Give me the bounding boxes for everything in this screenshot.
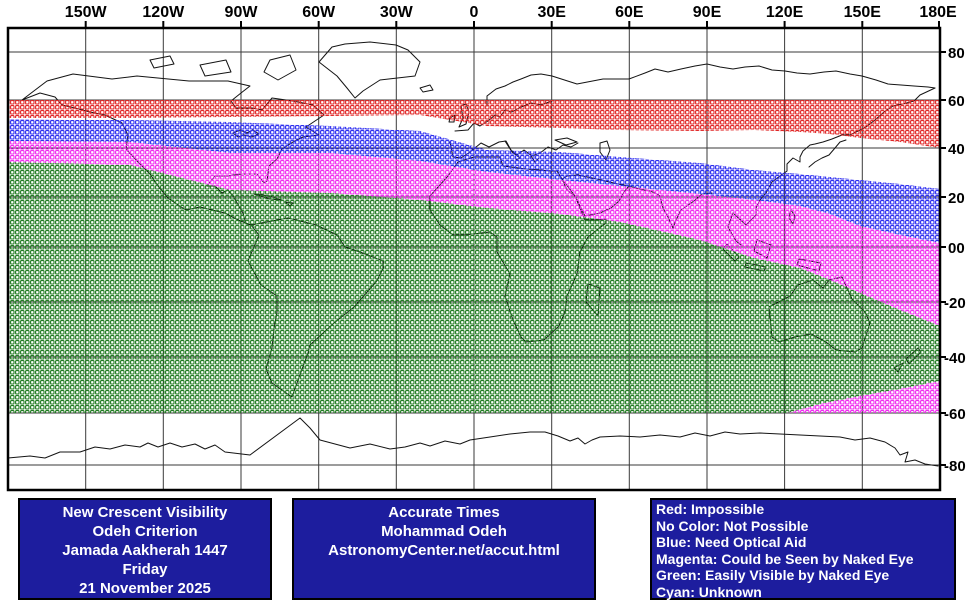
- lat-label: 60: [948, 93, 965, 110]
- credit-box: Accurate Times Mohammad Odeh AstronomyCe…: [292, 498, 596, 600]
- lon-label: 60W: [302, 4, 336, 21]
- legend-box: Red: Impossible No Color: Not Possible B…: [650, 498, 956, 600]
- legend-line-green: Green: Easily Visible by Naked Eye: [656, 567, 890, 583]
- lat-label: 80: [948, 45, 965, 62]
- lat-label: -60: [944, 406, 966, 423]
- credit-line: Accurate Times: [388, 504, 500, 521]
- lon-label: 30E: [537, 4, 566, 21]
- title-box: New Crescent Visibility Odeh Criterion J…: [18, 498, 272, 600]
- lat-label: 20: [948, 190, 965, 207]
- green-band: [8, 162, 940, 413]
- lon-label: 150E: [844, 4, 882, 21]
- lon-label: 180E: [919, 4, 957, 21]
- world-visibility-map: 150W 120W 90W 60W 30W 0 30E 60E 90E 120E…: [6, 4, 966, 492]
- lon-label: 120E: [766, 4, 804, 21]
- lat-label: -20: [944, 295, 966, 312]
- title-line: New Crescent Visibility: [62, 504, 228, 521]
- top-axis-ticks: [84, 21, 940, 29]
- legend-line-cyan: Cyan: Unknown: [656, 583, 762, 600]
- red-band: [8, 100, 940, 148]
- right-axis-labels: 80 60 40 20 00 -20 -40 -60 -80: [944, 45, 966, 475]
- top-axis-labels: 150W 120W 90W 60W 30W 0 30E 60E 90E 120E…: [65, 4, 957, 21]
- lat-label: -40: [944, 350, 966, 367]
- legend-line-blue: Blue: Need Optical Aid: [656, 534, 807, 550]
- lon-label: 90W: [225, 4, 259, 21]
- lon-label: 120W: [142, 4, 185, 21]
- lon-label: 30W: [380, 4, 414, 21]
- lon-label: 60E: [615, 4, 644, 21]
- lon-label: 150W: [65, 4, 108, 21]
- title-line: Friday: [122, 561, 168, 578]
- right-axis-ticks: [939, 51, 946, 466]
- lat-label: -80: [944, 458, 966, 475]
- legend-line-nocolor: No Color: Not Possible: [656, 517, 809, 534]
- blue-band: [8, 119, 940, 243]
- credit-line: Mohammad Odeh: [381, 523, 507, 540]
- title-line: Jamada Aakherah 1447: [62, 542, 228, 559]
- magenta-band: [8, 141, 940, 326]
- title-line: Odeh Criterion: [92, 523, 198, 540]
- legend-line-magenta: Magenta: Could be Seen by Naked Eye: [656, 550, 914, 567]
- lat-label: 40: [948, 141, 965, 158]
- lon-label: 90E: [693, 4, 722, 21]
- lat-label: 00: [948, 240, 965, 257]
- legend-line-red: Red: Impossible: [656, 501, 765, 517]
- credit-line: AstronomyCenter.net/accut.html: [328, 542, 560, 559]
- lon-label: 0: [470, 4, 479, 21]
- magenta-south-wedge: [788, 381, 940, 413]
- visibility-bands: [8, 100, 940, 413]
- title-line: 21 November 2025: [79, 580, 211, 597]
